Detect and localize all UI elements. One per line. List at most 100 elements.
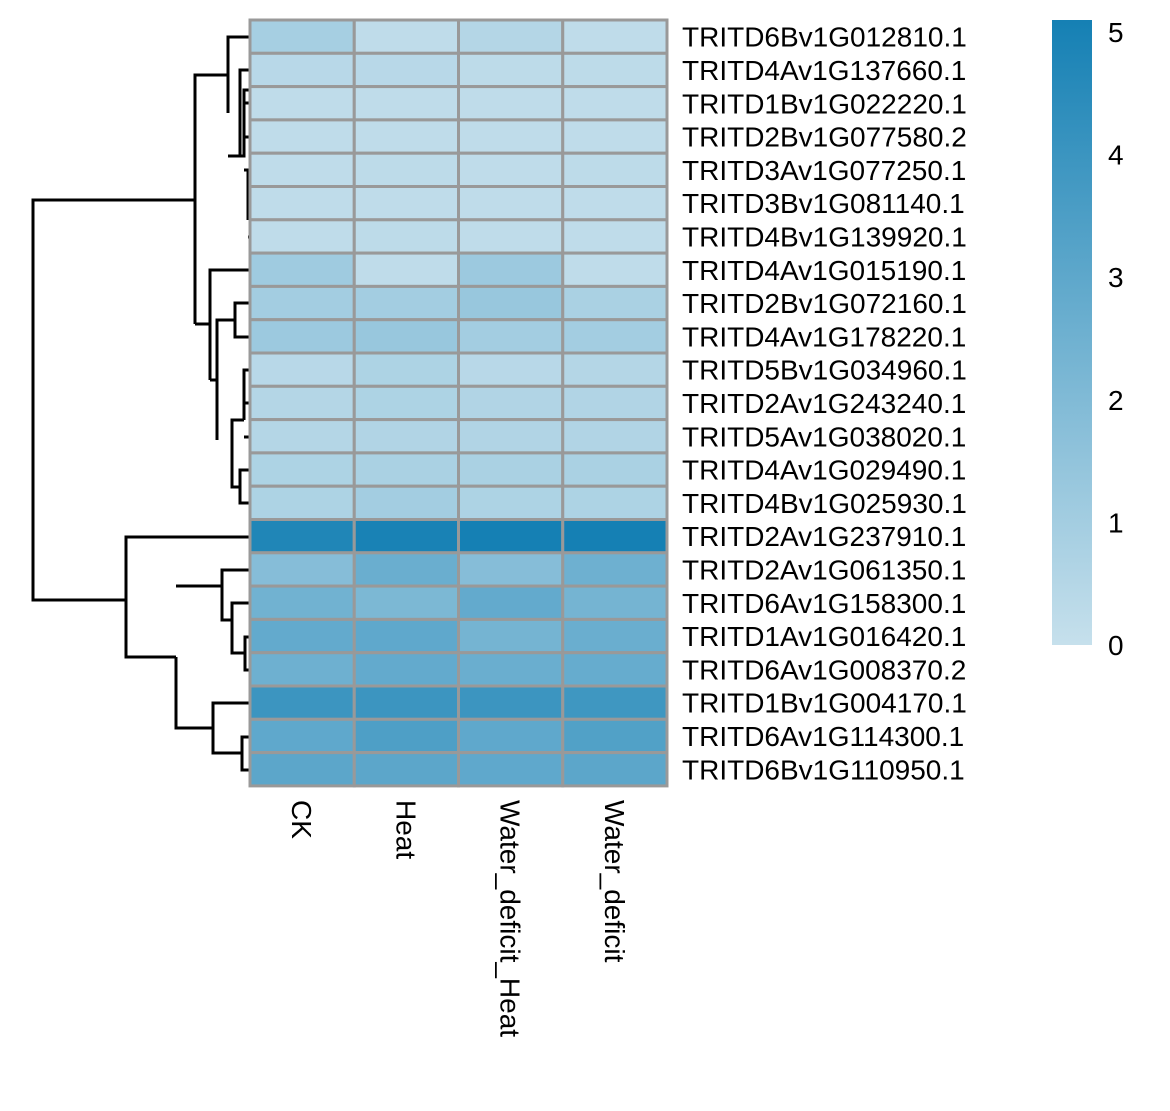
heatmap-cell [352,518,460,555]
row-label: TRITD4Bv1G139920.1 [682,221,967,252]
heatmap-cell [352,584,460,621]
heatmap-cell [248,684,356,721]
heatmap-cell [457,18,565,55]
heatmap-cell [561,684,669,721]
heatmap-cell [457,51,565,89]
heatmap-cell [561,251,669,288]
heatmap-cell [352,751,460,788]
heatmap-cell [561,751,669,788]
heatmap-cell [561,118,669,155]
heatmap-cell [352,185,460,222]
row-label: TRITD6Bv1G110950.1 [682,754,965,785]
heatmap-cell [457,684,565,721]
heatmap-cell [248,251,356,288]
heatmap-cell [352,85,460,122]
column-label: CK [286,800,317,839]
row-label: TRITD6Av1G114300.1 [682,721,964,752]
row-label: TRITD6Bv1G012810.1 [682,22,967,53]
heatmap-cell [457,717,565,755]
heatmap-cell [457,751,565,788]
heatmap-cell [561,351,669,388]
heatmap-cell [457,118,565,155]
row-label: TRITD2Bv1G077580.2 [682,122,967,153]
heatmap-cell [457,85,565,122]
heatmap-cell [352,451,460,488]
heatmap-cell [561,518,669,555]
heatmap-cell [457,251,565,288]
heatmap-cell [248,451,356,488]
legend-tick-label: 2 [1108,385,1124,416]
heatmap-cell [352,617,460,655]
heatmap-cell [457,551,565,588]
heatmap-cell [248,318,356,355]
heatmap-cell [248,751,356,788]
heatmap-cell [457,651,565,688]
row-label: TRITD4Av1G178220.1 [682,321,966,352]
heatmap-cell [561,185,669,222]
heatmap-cell [561,451,669,488]
heatmap-cell [457,617,565,655]
heatmap-cell [561,284,669,322]
row-label: TRITD6Av1G158300.1 [682,588,966,619]
heatmap-cell [248,584,356,621]
heatmap-cell [248,617,356,655]
heatmap-cell [457,185,565,222]
legend-tick-label: 0 [1108,630,1124,661]
row-label: TRITD6Av1G008370.2 [682,654,966,685]
row-label: TRITD1Av1G016420.1 [682,621,966,652]
heatmap-cell [457,284,565,322]
legend-tick-label: 3 [1108,262,1124,293]
heatmap-cell [561,384,669,422]
heatmap-cell [248,518,356,555]
column-labels: CK Heat Water_deficit_Heat Water_deficit [286,800,630,1037]
legend-tick-label: 4 [1108,140,1124,171]
heatmap-cell [248,418,356,455]
row-label: TRITD4Av1G015190.1 [682,255,966,286]
heatmap-cell [457,584,565,621]
heatmap-cell [561,651,669,688]
row-labels: TRITD6Bv1G012810.1TRITD4Av1G137660.1TRIT… [682,22,967,786]
row-label: TRITD2Av1G237910.1 [682,521,966,552]
heatmap-cell [561,551,669,588]
heatmap-cell [561,51,669,89]
heatmap-cell [457,318,565,355]
heatmap-cell [248,351,356,388]
heatmap-cell [352,418,460,455]
heatmap-cell [352,484,460,522]
heatmap-cell [457,518,565,555]
heatmap-cell [561,484,669,522]
heatmap-cell [248,118,356,155]
heatmap-cell [561,717,669,755]
heatmap-cell [248,717,356,755]
heatmap-cell [561,584,669,621]
heatmap-cell [457,218,565,255]
heatmap-cell [352,684,460,721]
heatmap-cell [248,218,356,255]
heatmap-cell [248,484,356,522]
heatmap-cell [457,151,565,188]
heatmap-cell [248,651,356,688]
heatmap-cell [248,18,356,55]
heatmap-cell [352,384,460,422]
heatmap-cell [352,18,460,55]
heatmap-cell [352,651,460,688]
row-label: TRITD4Bv1G025930.1 [682,488,967,519]
heatmap-cell [352,717,460,755]
heatmap-cell [457,384,565,422]
row-label: TRITD4Av1G029490.1 [682,455,966,486]
heatmap-cell [248,284,356,322]
heatmap-cell [457,451,565,488]
heatmap-cell [561,85,669,122]
column-label: Heat [390,800,421,859]
row-label: TRITD3Av1G077250.1 [682,155,966,186]
heatmap-cell [352,284,460,322]
row-label: TRITD2Av1G061350.1 [682,554,966,585]
column-label: Water_deficit [599,800,630,963]
row-label: TRITD5Bv1G034960.1 [682,355,967,386]
heatmap-cell [561,18,669,55]
legend-tick-label: 5 [1108,17,1124,48]
heatmap-cell [561,318,669,355]
heatmap-cells [248,18,669,788]
